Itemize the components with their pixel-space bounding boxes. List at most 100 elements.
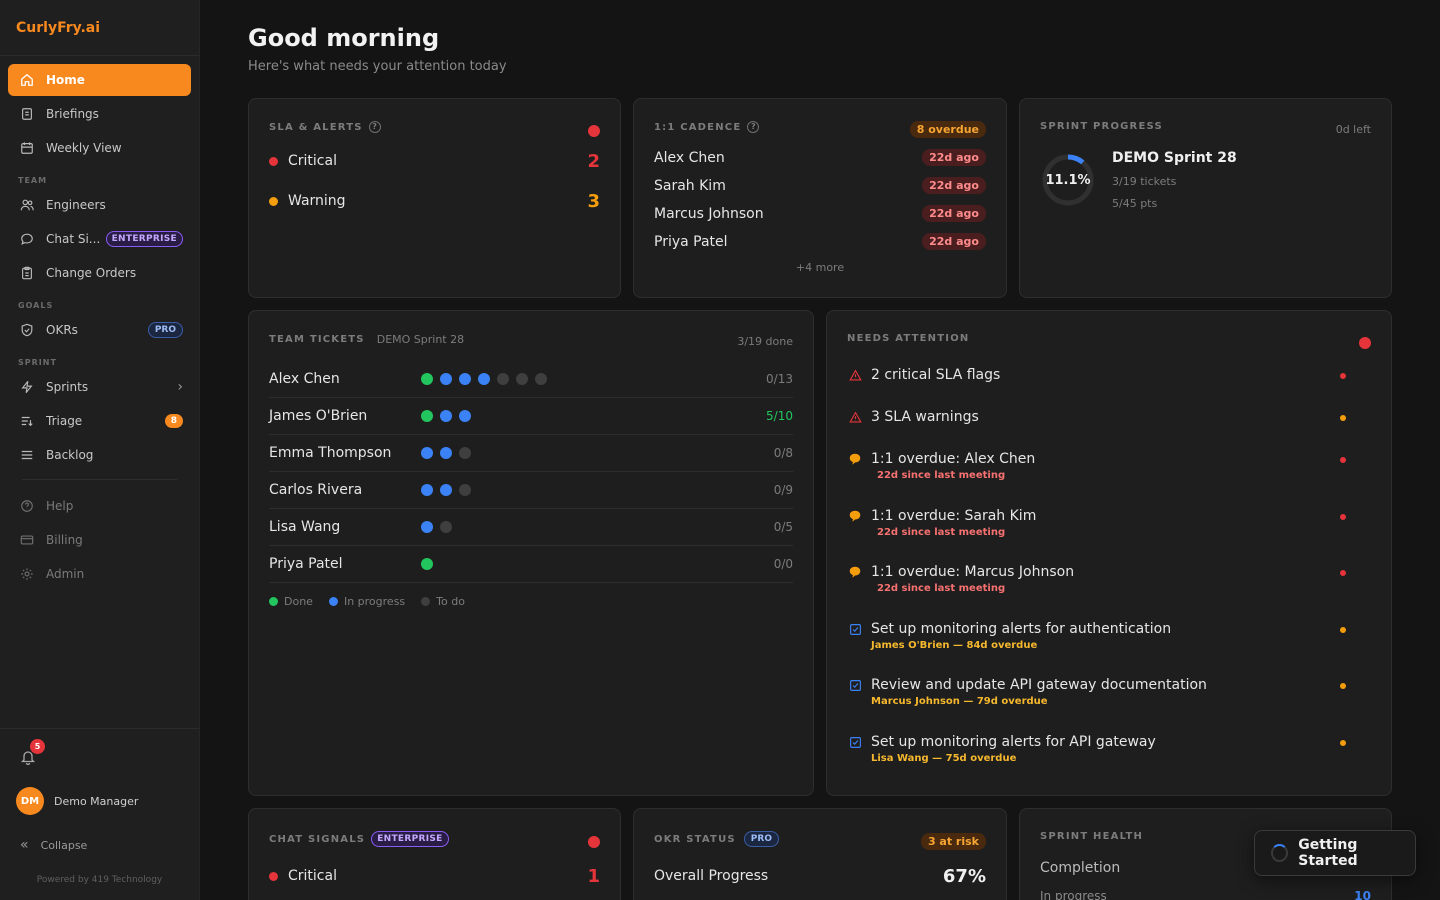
days-left: 0d left <box>1335 123 1371 136</box>
sidebar-item-label: Sprints <box>46 380 89 394</box>
sidebar-item-sprints[interactable]: Sprints › <box>8 371 191 403</box>
list-item[interactable]: 1:1 overdue: Marcus Johnson 22d since las… <box>847 564 1371 594</box>
list-item[interactable]: 1:1 overdue: Alex Chen 22d since last mee… <box>847 451 1371 481</box>
ticket-dot-todo[interactable] <box>459 484 471 496</box>
table-row[interactable]: Priya Patel 0/0 <box>269 546 793 583</box>
help-icon[interactable]: ? <box>747 121 760 133</box>
help-icon[interactable]: ? <box>368 121 381 133</box>
ticket-dot-done[interactable] <box>421 410 433 422</box>
table-row[interactable]: Carlos Rivera 0/9 <box>269 472 793 509</box>
brand-logo[interactable]: CurlyFry.ai <box>0 0 199 56</box>
ticket-dot-todo[interactable] <box>535 373 547 385</box>
sidebar-item-okrs[interactable]: OKRs PRO <box>8 314 191 346</box>
ticket-dot-done[interactable] <box>421 558 433 570</box>
ticket-dot-progress[interactable] <box>478 373 490 385</box>
team-tickets-card[interactable]: TEAM TICKETS DEMO Sprint 28 3/19 done Al… <box>248 310 814 796</box>
ticket-dot-progress[interactable] <box>440 373 452 385</box>
sidebar-divider <box>22 479 177 480</box>
chat-signals-title: CHAT SIGNALS <box>269 833 366 845</box>
powered-by: Powered by 419 Technology <box>36 875 163 885</box>
cadence-row[interactable]: Marcus Johnson 22d ago <box>654 205 986 222</box>
sidebar-item-admin[interactable]: Admin <box>8 558 191 590</box>
notification-count-badge: 5 <box>30 739 45 754</box>
collapse-button[interactable]: « Collapse <box>20 837 87 853</box>
ticket-dot-progress[interactable] <box>440 447 452 459</box>
attention-item-subtext: James O'Brien — 84d overdue <box>871 640 1038 651</box>
table-row[interactable]: Lisa Wang 0/5 <box>269 509 793 546</box>
priority-dot <box>1340 457 1346 463</box>
sidebar-item-backlog[interactable]: Backlog <box>8 439 191 471</box>
sidebar-item-label: OKRs <box>46 323 78 337</box>
cadence-title: 1:1 CADENCE <box>654 121 742 133</box>
chat-icon <box>20 232 34 246</box>
sidebar-item-triage[interactable]: Triage 8 <box>8 405 191 437</box>
cadence-row[interactable]: Sarah Kim 22d ago <box>654 177 986 194</box>
overdue-badge: 8 overdue <box>909 121 986 138</box>
attention-item-text: 2 critical SLA flags <box>871 367 1001 383</box>
list-item[interactable]: Review and update API gateway documentat… <box>847 677 1371 707</box>
table-row[interactable]: James O'Brien 5/10 <box>269 398 793 435</box>
sidebar-item-briefings[interactable]: Briefings <box>8 98 191 130</box>
ticket-dot-todo[interactable] <box>497 373 509 385</box>
ticket-dot-done[interactable] <box>421 373 433 385</box>
sidebar-item-billing[interactable]: Billing <box>8 524 191 556</box>
avatar: DM <box>16 787 44 815</box>
ticket-dot-progress[interactable] <box>421 447 433 459</box>
checkbox-icon <box>847 679 863 692</box>
legend-dot <box>328 597 338 606</box>
list-item[interactable]: 2 critical SLA flags <box>847 367 1371 383</box>
table-row[interactable]: Emma Thompson 0/8 <box>269 435 793 472</box>
list-item[interactable]: 3 SLA warnings <box>847 409 1371 425</box>
ticket-dot-progress[interactable] <box>440 484 452 496</box>
sidebar-item-label: Chat Si... <box>46 232 101 246</box>
list-item[interactable]: Set up monitoring alerts for authenticat… <box>847 621 1371 651</box>
table-row[interactable]: Alex Chen 0/13 <box>269 361 793 398</box>
list-item[interactable]: Set up monitoring alerts for API gateway… <box>847 734 1371 764</box>
ticket-count: 0/0 <box>773 557 793 571</box>
chat-signals-card[interactable]: CHAT SIGNALS ENTERPRISE Critical 1 <box>248 808 621 900</box>
priority-dot <box>1340 570 1346 576</box>
cadence-card[interactable]: 1:1 CADENCE ? 8 overdue Alex Chen 22d ag… <box>633 98 1007 298</box>
sidebar-item-chat-signals[interactable]: Chat Si... ENTERPRISE <box>8 223 191 255</box>
sla-alerts-card[interactable]: SLA & ALERTS ? Critical 2 Warning 3 <box>248 98 621 298</box>
section-label-goals: GOALS <box>18 301 54 310</box>
sidebar-item-engineers[interactable]: Engineers <box>8 189 191 221</box>
ticket-dot-todo[interactable] <box>459 447 471 459</box>
user-menu[interactable]: DM Demo Manager <box>16 787 138 815</box>
cadence-row[interactable]: Priya Patel 22d ago <box>654 233 986 250</box>
bell-icon[interactable] <box>20 749 36 766</box>
priority-dot <box>1340 415 1346 421</box>
sla-row-warning[interactable]: Warning 3 <box>269 191 600 212</box>
needs-attention-card[interactable]: NEEDS ATTENTION 2 critical SLA flags 3 SL… <box>826 310 1392 796</box>
ticket-dot-todo[interactable] <box>440 521 452 533</box>
sidebar-item-help[interactable]: Help <box>8 490 191 522</box>
okr-status-card[interactable]: OKR STATUS PRO 3 at risk Overall Progres… <box>633 808 1007 900</box>
warning-icon <box>847 410 863 424</box>
engineer-name: James O'Brien <box>269 408 368 424</box>
cadence-row[interactable]: Alex Chen 22d ago <box>654 149 986 166</box>
getting-started-button[interactable]: Getting Started <box>1254 830 1416 876</box>
card-title: OKR STATUS PRO <box>654 831 779 847</box>
sidebar-item-home[interactable]: Home <box>8 64 191 96</box>
sidebar-item-change-orders[interactable]: Change Orders <box>8 257 191 289</box>
ticket-dot-progress[interactable] <box>459 373 471 385</box>
sidebar-item-weekly-view[interactable]: Weekly View <box>8 132 191 164</box>
chat-row-critical[interactable]: Critical 1 <box>269 866 600 887</box>
list-item[interactable]: 1:1 overdue: Sarah Kim 22d since last mee… <box>847 508 1371 538</box>
sprint-health-card[interactable]: SPRINT HEALTH Completion In progress 10 <box>1019 808 1392 900</box>
ticket-dot-progress[interactable] <box>421 521 433 533</box>
shield-icon <box>20 323 34 337</box>
sla-row-critical[interactable]: Critical 2 <box>269 151 600 172</box>
ticket-dot-todo[interactable] <box>516 373 528 385</box>
cadence-more-link[interactable]: +4 more <box>795 261 845 274</box>
legend-label: To do <box>436 595 465 608</box>
sprint-name[interactable]: DEMO Sprint 28 <box>1112 150 1237 166</box>
sprint-progress-card[interactable]: SPRINT PROGRESS 0d left 11.1% DEMO Sprin… <box>1019 98 1392 298</box>
ticket-dot-progress[interactable] <box>421 484 433 496</box>
ticket-dot-progress[interactable] <box>459 410 471 422</box>
ticket-count: 0/9 <box>773 483 793 497</box>
chevron-right-icon[interactable]: › <box>177 379 183 395</box>
ticket-dot-progress[interactable] <box>440 410 452 422</box>
card-title: CHAT SIGNALS ENTERPRISE <box>269 831 449 847</box>
attention-item-subtext: 22d since last meeting <box>877 527 1006 538</box>
